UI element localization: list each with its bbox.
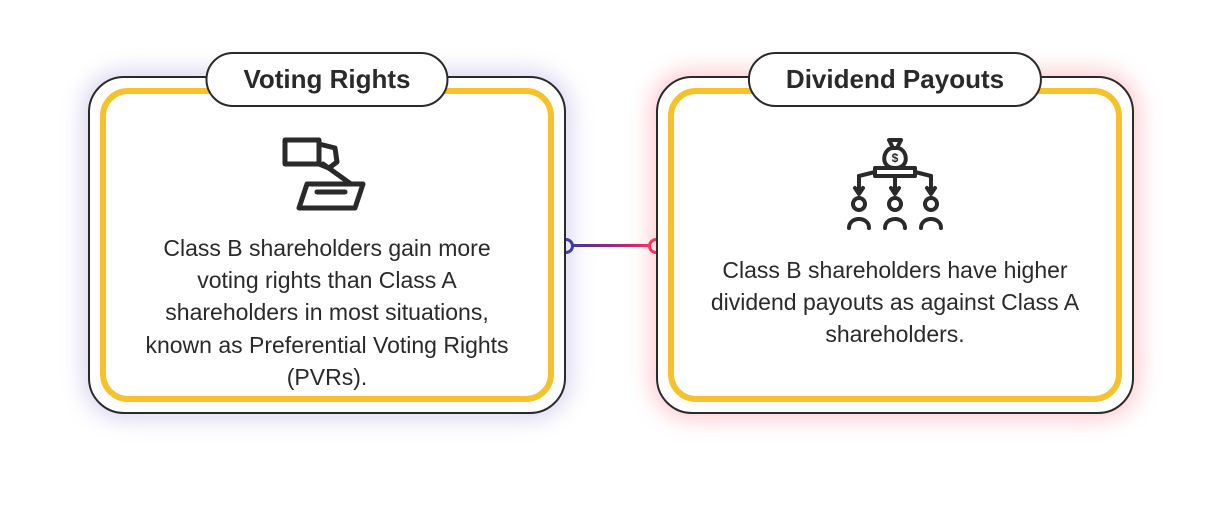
card-title-label: Voting Rights [243, 64, 410, 94]
card-dividend-payouts: Dividend Payouts $ [656, 76, 1134, 414]
diagram-canvas: Voting Rights Class B shareholders gain … [0, 0, 1225, 532]
card-body-text: Class B shareholders have higher dividen… [711, 257, 1079, 347]
svg-text:$: $ [892, 151, 899, 165]
card-title-voting: Voting Rights [205, 52, 448, 107]
card-body-dividend: Class B shareholders have higher dividen… [702, 254, 1088, 351]
card-inner-voting: Class B shareholders gain more voting ri… [100, 88, 554, 402]
voting-icon [279, 134, 375, 212]
connector-line [566, 244, 656, 247]
card-voting-rights: Voting Rights Class B shareholders gain … [88, 76, 566, 414]
card-title-dividend: Dividend Payouts [748, 52, 1042, 107]
card-title-label: Dividend Payouts [786, 64, 1004, 94]
money-distribution-icon: $ [835, 134, 955, 234]
card-inner-dividend: $ Class B shareholders have higher divid… [668, 88, 1122, 402]
card-body-text: Class B shareholders gain more voting ri… [145, 235, 508, 390]
card-body-voting: Class B shareholders gain more voting ri… [134, 232, 520, 393]
